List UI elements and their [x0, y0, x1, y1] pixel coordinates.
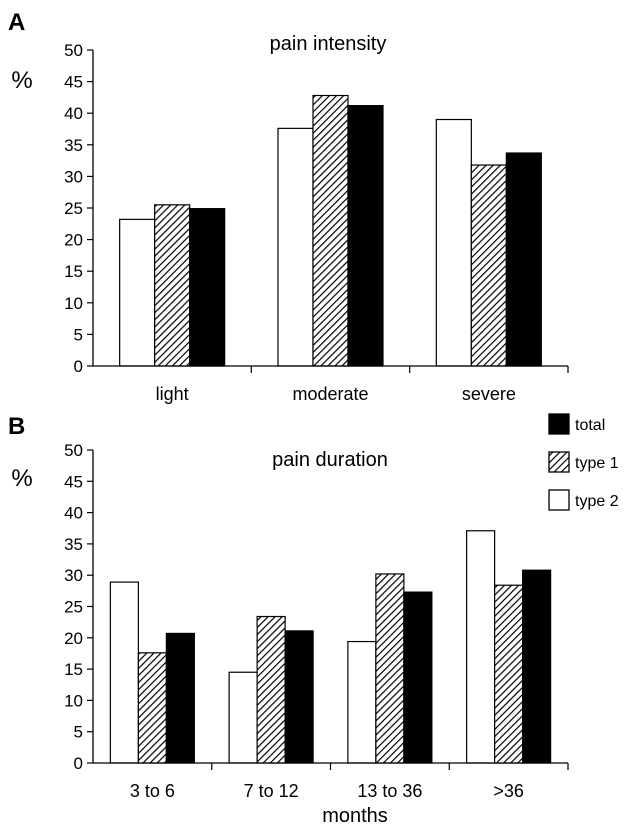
panel-b-tick-label: 30: [64, 566, 83, 585]
panel-a-category-label: light: [156, 384, 189, 404]
panel-b-bar-type-2: [228, 671, 258, 764]
legend: total type 1 type 2: [548, 413, 619, 511]
panel-b-letter: B: [8, 413, 25, 440]
panel-b-chart: B pain duration % 0 5 10 15 20 25 30 35 40 45 50 3…: [8, 413, 569, 827]
panel-a-y-ticks: 0 5 10 15 20 25 30 35 40 45 50: [64, 41, 93, 376]
panel-a-title: pain intensity: [270, 33, 387, 55]
panel-b-tick-label: 20: [64, 629, 83, 648]
panel-a-bar-type-1: [312, 94, 349, 367]
panel-b-bar-total: [284, 630, 314, 764]
panel-b-tick-label: 25: [64, 598, 83, 617]
panel-a-y-axis-label: %: [11, 67, 32, 94]
panel-a-bar-total: [347, 105, 384, 367]
panel-b-bar-type-2: [109, 581, 139, 764]
panel-b-bar-total: [522, 569, 552, 764]
panel-a-category-labels: light moderate severe: [156, 366, 569, 404]
panel-a-bar-type-1: [154, 204, 191, 367]
panel-a-bar-type-2: [119, 218, 156, 367]
panel-b-tick-label: 50: [64, 441, 83, 460]
panel-a-tick-label: 40: [64, 104, 83, 123]
panel-a-tick-label: 15: [64, 262, 83, 281]
legend-swatch-type-2: [548, 489, 570, 511]
panel-b-tick-label: 45: [64, 472, 83, 491]
panel-b-bar-total: [165, 632, 195, 764]
panel-b-tick-label: 40: [64, 504, 83, 523]
legend-swatch-type-1: [548, 451, 570, 473]
panel-a-tick-label: 0: [74, 357, 83, 376]
legend-label: type 1: [575, 455, 619, 472]
panel-b-title: pain duration: [272, 449, 388, 471]
panel-b-tick-label: 0: [74, 754, 83, 773]
panel-a-bar-type-1: [470, 164, 507, 367]
panel-b-category-labels: 3 to 6 7 to 12 13 to 36 >36: [130, 763, 569, 801]
panel-b-bar-total: [403, 591, 433, 764]
legend-swatch-total: [548, 413, 570, 435]
panel-b-y-axis-label: %: [11, 465, 32, 492]
panel-b-tick-label: 35: [64, 535, 83, 554]
panel-b-bars: [109, 530, 552, 764]
panel-a-bar-type-2: [277, 127, 314, 367]
panel-b-tick-label: 10: [64, 691, 83, 710]
panel-b-category-label: 3 to 6: [130, 781, 175, 801]
panel-a-bars: [119, 94, 542, 367]
panel-a-bar-type-2: [435, 118, 472, 367]
panel-a-tick-label: 20: [64, 231, 83, 250]
panel-a-chart: A pain intensity % 05101520253035404550 …: [8, 9, 569, 404]
panel-b-bar-type-1: [494, 584, 524, 764]
legend-label: type 2: [575, 493, 619, 510]
panel-a-tick-label: 35: [64, 136, 83, 155]
panel-b-category-label: 13 to 36: [357, 781, 422, 801]
panel-b-y-ticks: 0 5 10 15 20 25 30 35 40 45 50: [64, 441, 93, 773]
panel-a-tick-label: 30: [64, 167, 83, 186]
panel-a-letter: A: [8, 9, 25, 36]
panel-a-tick-label: 5: [74, 325, 83, 344]
panel-a-bar-total: [505, 152, 542, 367]
legend-label: total: [575, 417, 605, 434]
panel-b-tick-label: 5: [74, 723, 83, 742]
panel-a-tick-label: 45: [64, 73, 83, 92]
panel-a-tick-label: 50: [64, 41, 83, 60]
panel-b-x-axis-label: months: [322, 805, 388, 827]
panel-a-category-label: moderate: [292, 384, 368, 404]
panel-a-bar-total: [189, 208, 226, 367]
panel-b-category-label: >36: [493, 781, 524, 801]
panel-a-tick-label: 25: [64, 199, 83, 218]
panel-b-bar-type-1: [137, 652, 167, 764]
panel-b-bar-type-2: [347, 640, 377, 764]
panel-b-category-label: 7 to 12: [244, 781, 299, 801]
panel-b-tick-label: 15: [64, 660, 83, 679]
panel-b-bar-type-1: [375, 573, 405, 764]
panel-b-bar-type-2: [466, 530, 496, 764]
panel-a-tick-label: 10: [64, 294, 83, 313]
panel-a-category-label: severe: [462, 384, 516, 404]
panel-b-bar-type-1: [256, 615, 286, 764]
